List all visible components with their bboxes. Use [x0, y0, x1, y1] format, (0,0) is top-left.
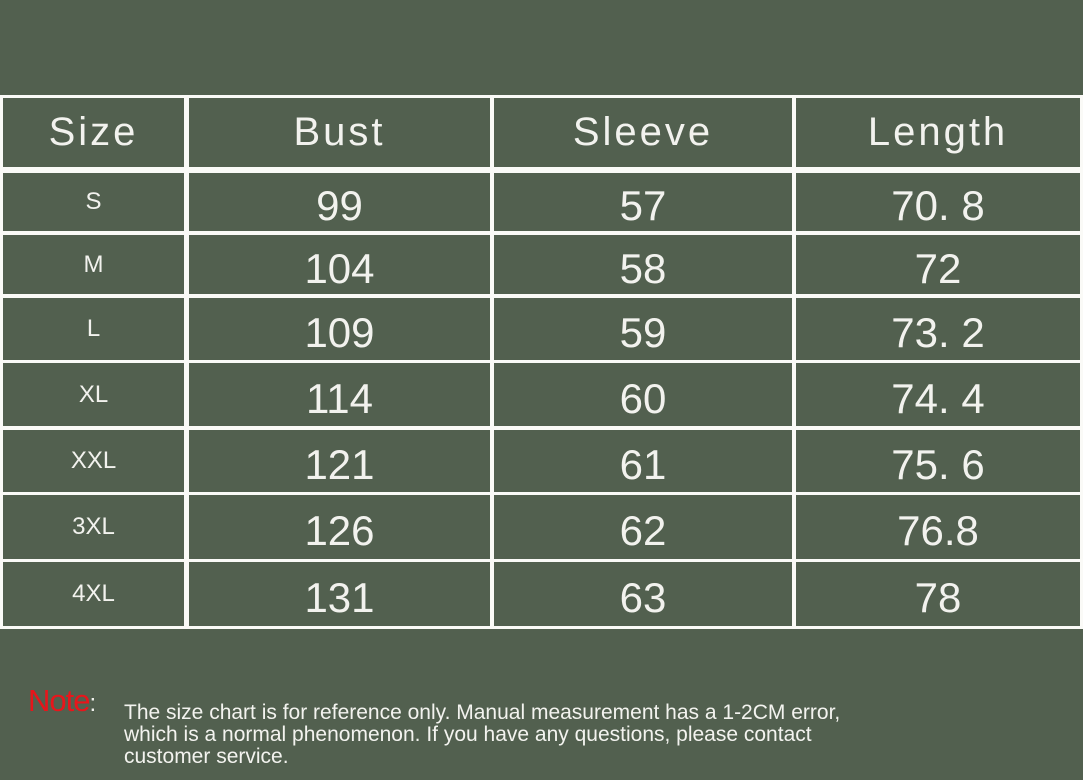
cell-size: 3XL [3, 495, 184, 559]
cell-size: 4XL [3, 562, 184, 626]
cell-size: XL [3, 363, 184, 426]
cell-bust: 131 [189, 562, 490, 626]
cell-size: S [3, 173, 184, 231]
note-colon: : [89, 690, 97, 717]
cell-sleeve: 61 [494, 430, 792, 492]
cell-sleeve: 57 [494, 173, 792, 231]
cell-size: M [3, 235, 184, 294]
cell-sleeve: 60 [494, 363, 792, 426]
cell-size: L [3, 298, 184, 360]
header-length: Length [796, 98, 1080, 167]
cell-bust: 104 [189, 235, 490, 294]
cell-bust: 114 [189, 363, 490, 426]
cell-sleeve: 58 [494, 235, 792, 294]
cell-length: 78 [796, 562, 1080, 626]
note-label: Note [28, 683, 90, 718]
cell-bust: 99 [189, 173, 490, 231]
cell-bust: 121 [189, 430, 490, 492]
size-chart-table: Size Bust Sleeve Length S 99 57 70. 8 M 104 58 72 L 1… [0, 95, 1083, 629]
cell-bust: 126 [189, 495, 490, 559]
cell-bust: 109 [189, 298, 490, 360]
note: Note: The size chart is for reference on… [28, 685, 840, 768]
cell-length: 74. 4 [796, 363, 1080, 426]
header-sleeve: Sleeve [494, 98, 792, 167]
note-text: The size chart is for reference only. Ma… [124, 701, 841, 768]
cell-sleeve: 62 [494, 495, 792, 559]
cell-sleeve: 63 [494, 562, 792, 626]
cell-length: 72 [796, 235, 1080, 294]
cell-length: 73. 2 [796, 298, 1080, 360]
cell-length: 75. 6 [796, 430, 1080, 492]
cell-size: XXL [3, 430, 184, 492]
header-bust: Bust [189, 98, 490, 167]
cell-length: 70. 8 [796, 173, 1080, 231]
cell-length: 76.8 [796, 495, 1080, 559]
header-size: Size [3, 98, 184, 167]
cell-sleeve: 59 [494, 298, 792, 360]
